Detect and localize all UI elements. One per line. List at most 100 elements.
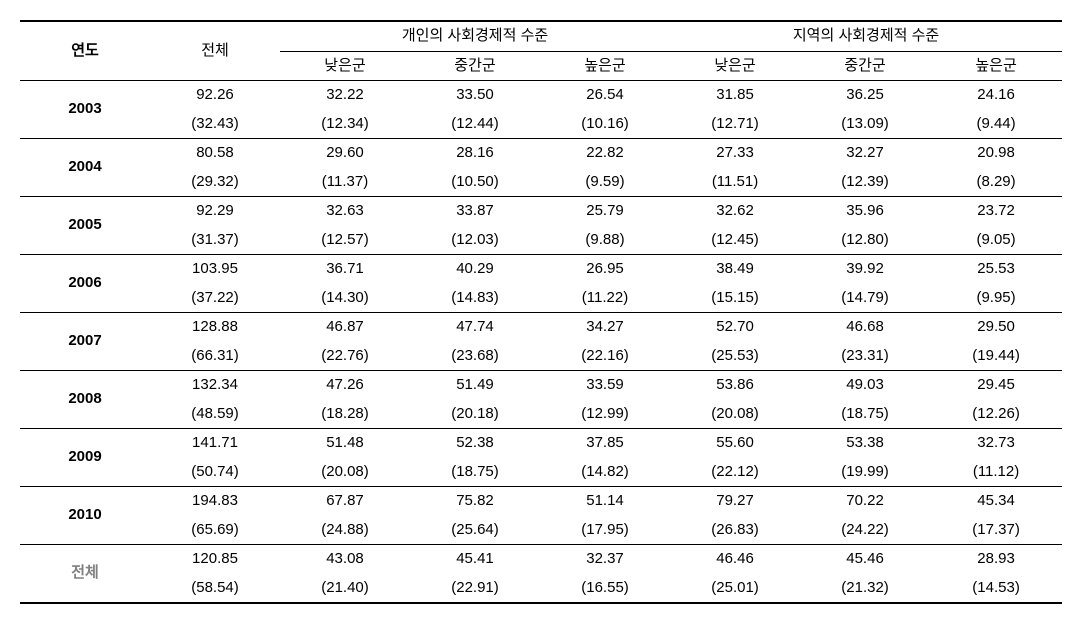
cell-region-low-paren: (22.12) (670, 458, 800, 487)
cell-region-high-value: 45.34 (930, 487, 1062, 516)
cell-indiv-low-paren: (12.57) (280, 226, 410, 255)
cell-total-value: 80.58 (150, 139, 280, 168)
cell-indiv-high-value: 25.79 (540, 197, 670, 226)
cell-region-high-paren: (14.53) (930, 574, 1062, 604)
cell-region-mid-paren: (14.79) (800, 284, 930, 313)
cell-indiv-low-paren: (22.76) (280, 342, 410, 371)
cell-region-mid-value: 53.38 (800, 429, 930, 458)
cell-region-mid-value: 45.46 (800, 545, 930, 574)
cell-indiv-low-value: 46.87 (280, 313, 410, 342)
socioeconomic-table: 연도 전체 개인의 사회경제적 수준 지역의 사회경제적 수준 낮은군 중간군 … (20, 20, 1062, 604)
cell-indiv-mid-value: 33.50 (410, 81, 540, 110)
row-year: 2003 (20, 81, 150, 139)
cell-region-mid-value: 46.68 (800, 313, 930, 342)
cell-indiv-mid-paren: (20.18) (410, 400, 540, 429)
row-year: 2004 (20, 139, 150, 197)
col-region-low: 낮은군 (670, 51, 800, 81)
col-indiv-mid: 중간군 (410, 51, 540, 81)
cell-total-paren: (31.37) (150, 226, 280, 255)
cell-indiv-low-paren: (21.40) (280, 574, 410, 604)
cell-region-low-paren: (26.83) (670, 516, 800, 545)
cell-indiv-high-paren: (9.59) (540, 168, 670, 197)
cell-region-high-value: 29.50 (930, 313, 1062, 342)
cell-indiv-low-paren: (11.37) (280, 168, 410, 197)
cell-region-low-value: 38.49 (670, 255, 800, 284)
cell-indiv-low-paren: (20.08) (280, 458, 410, 487)
col-total: 전체 (150, 21, 280, 81)
cell-region-high-paren: (17.37) (930, 516, 1062, 545)
cell-indiv-mid-value: 75.82 (410, 487, 540, 516)
row-year: 2009 (20, 429, 150, 487)
cell-region-low-value: 53.86 (670, 371, 800, 400)
cell-total-value: 120.85 (150, 545, 280, 574)
cell-indiv-low-value: 47.26 (280, 371, 410, 400)
cell-indiv-low-paren: (14.30) (280, 284, 410, 313)
cell-total-paren: (32.43) (150, 110, 280, 139)
cell-region-mid-value: 36.25 (800, 81, 930, 110)
cell-indiv-mid-paren: (25.64) (410, 516, 540, 545)
cell-region-low-value: 52.70 (670, 313, 800, 342)
cell-region-high-paren: (12.26) (930, 400, 1062, 429)
cell-indiv-low-paren: (24.88) (280, 516, 410, 545)
cell-region-low-paren: (25.01) (670, 574, 800, 604)
col-indiv-high: 높은군 (540, 51, 670, 81)
cell-total-value: 92.26 (150, 81, 280, 110)
cell-region-high-value: 23.72 (930, 197, 1062, 226)
cell-total-value: 103.95 (150, 255, 280, 284)
row-year: 2005 (20, 197, 150, 255)
cell-indiv-high-paren: (9.88) (540, 226, 670, 255)
cell-region-mid-paren: (23.31) (800, 342, 930, 371)
cell-region-low-value: 55.60 (670, 429, 800, 458)
cell-indiv-high-value: 51.14 (540, 487, 670, 516)
cell-region-low-paren: (12.45) (670, 226, 800, 255)
cell-total-paren: (37.22) (150, 284, 280, 313)
row-year-total: 전체 (20, 545, 150, 604)
cell-region-mid-paren: (12.80) (800, 226, 930, 255)
cell-region-mid-paren: (18.75) (800, 400, 930, 429)
cell-indiv-low-value: 29.60 (280, 139, 410, 168)
cell-region-high-paren: (9.05) (930, 226, 1062, 255)
cell-region-low-paren: (15.15) (670, 284, 800, 313)
cell-indiv-high-paren: (10.16) (540, 110, 670, 139)
cell-indiv-high-value: 34.27 (540, 313, 670, 342)
cell-total-paren: (66.31) (150, 342, 280, 371)
cell-region-mid-value: 39.92 (800, 255, 930, 284)
cell-region-low-value: 79.27 (670, 487, 800, 516)
cell-total-paren: (65.69) (150, 516, 280, 545)
cell-indiv-mid-paren: (23.68) (410, 342, 540, 371)
cell-indiv-mid-paren: (10.50) (410, 168, 540, 197)
cell-indiv-mid-value: 51.49 (410, 371, 540, 400)
table-header: 연도 전체 개인의 사회경제적 수준 지역의 사회경제적 수준 낮은군 중간군 … (20, 21, 1062, 81)
cell-indiv-low-value: 51.48 (280, 429, 410, 458)
cell-region-high-value: 20.98 (930, 139, 1062, 168)
cell-region-mid-value: 32.27 (800, 139, 930, 168)
cell-region-high-value: 25.53 (930, 255, 1062, 284)
cell-region-mid-value: 35.96 (800, 197, 930, 226)
cell-indiv-mid-value: 33.87 (410, 197, 540, 226)
cell-region-low-value: 32.62 (670, 197, 800, 226)
cell-indiv-mid-paren: (18.75) (410, 458, 540, 487)
cell-indiv-mid-value: 28.16 (410, 139, 540, 168)
cell-total-paren: (50.74) (150, 458, 280, 487)
cell-region-low-value: 27.33 (670, 139, 800, 168)
cell-indiv-low-value: 36.71 (280, 255, 410, 284)
cell-indiv-high-paren: (14.82) (540, 458, 670, 487)
cell-indiv-mid-paren: (14.83) (410, 284, 540, 313)
cell-region-high-value: 32.73 (930, 429, 1062, 458)
row-year: 2006 (20, 255, 150, 313)
cell-region-high-paren: (8.29) (930, 168, 1062, 197)
cell-indiv-mid-value: 40.29 (410, 255, 540, 284)
row-year: 2010 (20, 487, 150, 545)
cell-indiv-mid-value: 52.38 (410, 429, 540, 458)
cell-indiv-high-paren: (11.22) (540, 284, 670, 313)
cell-total-paren: (29.32) (150, 168, 280, 197)
cell-region-mid-paren: (19.99) (800, 458, 930, 487)
cell-indiv-low-value: 67.87 (280, 487, 410, 516)
cell-region-high-value: 24.16 (930, 81, 1062, 110)
cell-region-low-value: 31.85 (670, 81, 800, 110)
col-group-individual: 개인의 사회경제적 수준 (280, 21, 670, 51)
cell-indiv-low-value: 32.22 (280, 81, 410, 110)
cell-indiv-high-value: 22.82 (540, 139, 670, 168)
cell-region-low-paren: (20.08) (670, 400, 800, 429)
cell-indiv-high-paren: (22.16) (540, 342, 670, 371)
